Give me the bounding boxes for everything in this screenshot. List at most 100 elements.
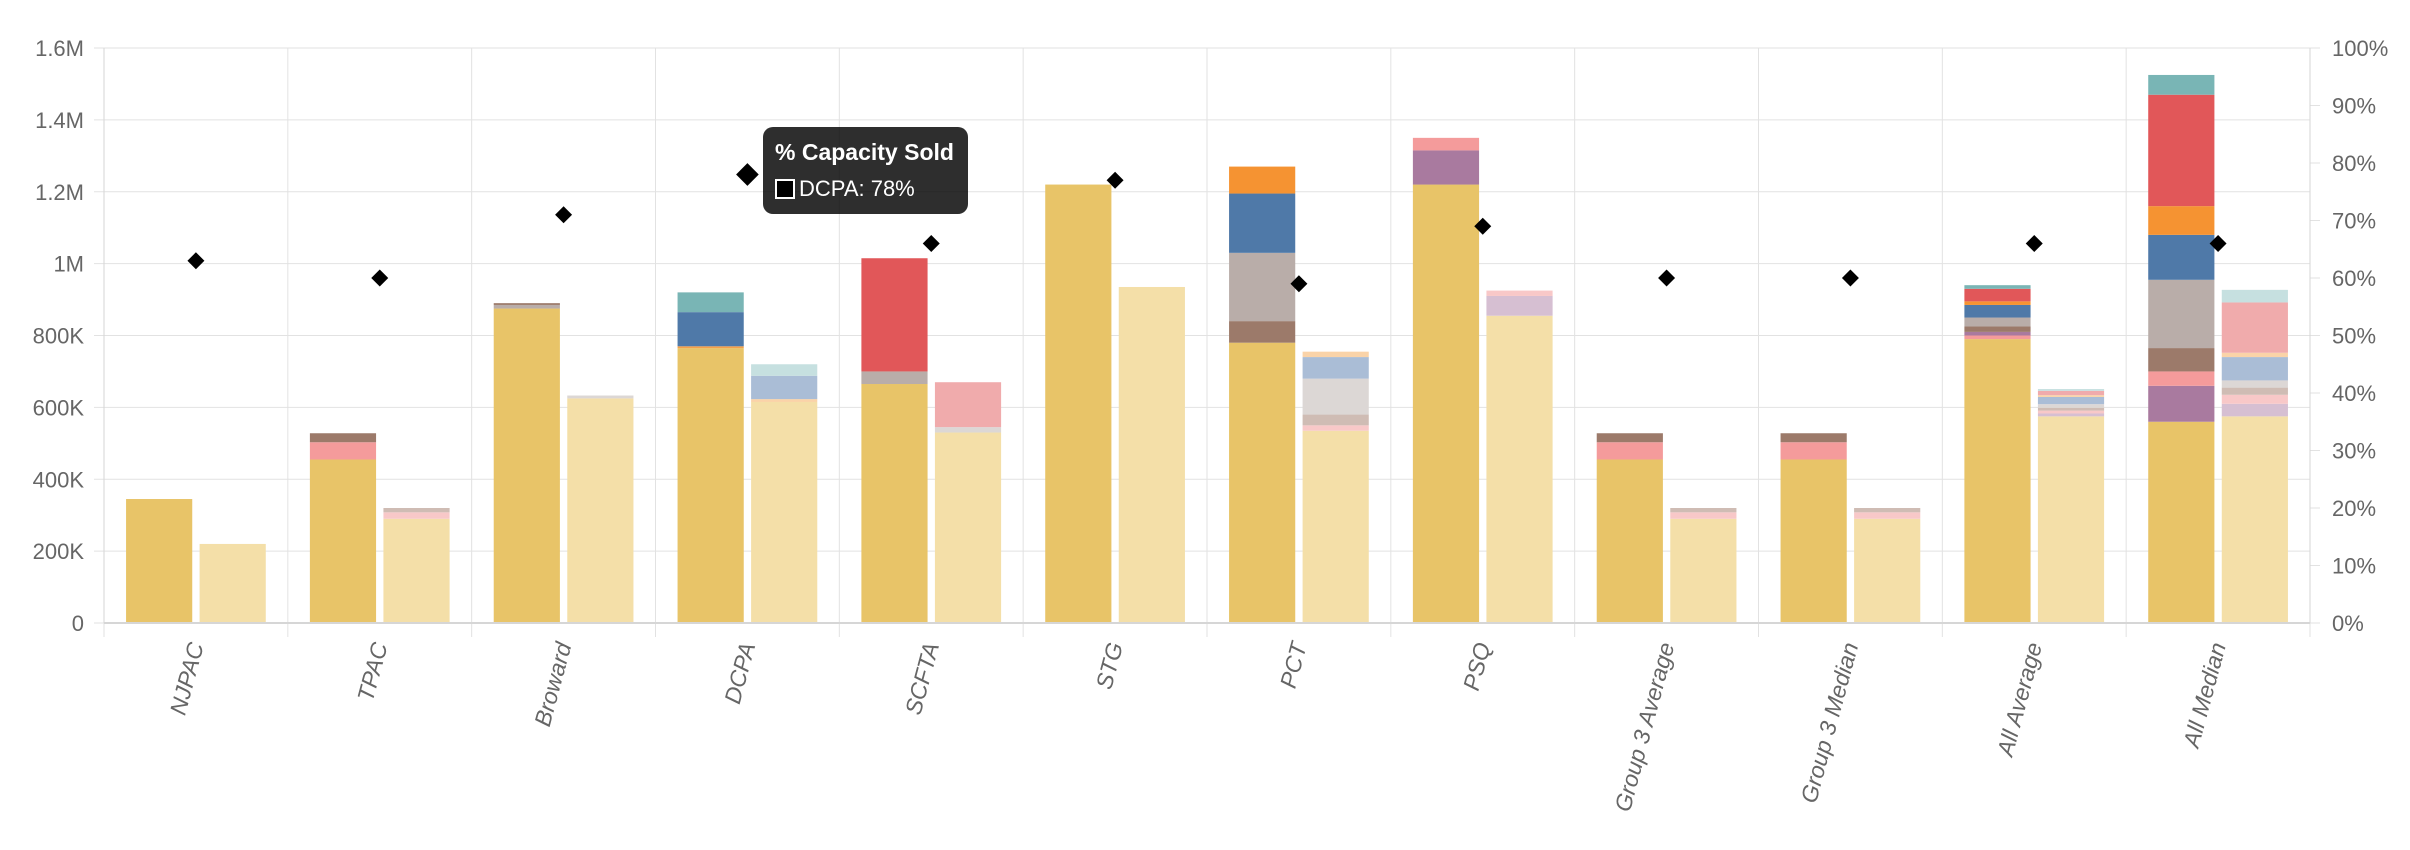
bar-segment-stack-a-11-0: [2148, 421, 2215, 623]
bar-segment-stack-a-10-8: [1964, 285, 2031, 289]
category-label: Broward: [529, 638, 577, 729]
bar-segment-stack-b-6-2: [1302, 414, 1369, 426]
bar-segment-stack-a-11-3: [2148, 348, 2215, 372]
bar-segment-stack-a-9-1: [1780, 442, 1847, 460]
category-label: SCFTA: [900, 640, 944, 718]
bar-segment-stack-b-4-0: [934, 432, 1002, 623]
right-axis-tick-label: 60%: [2332, 266, 2376, 291]
chart-tooltip: % Capacity Sold DCPA: 78%: [763, 127, 968, 214]
bar-segment-stack-b-8-1: [1670, 512, 1737, 519]
bar-segment-stack-b-3-2: [751, 375, 818, 400]
category-label: All Median: [2177, 640, 2230, 752]
bar-segment-stack-b-4-1: [934, 427, 1002, 433]
capacity-sold-point: [2025, 235, 2043, 252]
bar-segment-stack-b-11-3: [2221, 387, 2288, 395]
bar-segment-stack-a-6-2: [1229, 252, 1296, 322]
bar-segment-stack-b-10-1: [2037, 413, 2105, 417]
bar-segment-stack-b-10-6: [2037, 395, 2105, 397]
capacity-sold-point: [187, 252, 205, 270]
bar-segment-stack-a-6-4: [1229, 166, 1296, 194]
bar-segment-stack-a-11-7: [2148, 94, 2215, 207]
right-axis-tick-label: 40%: [2332, 381, 2376, 406]
bar-segment-stack-b-11-2: [2221, 394, 2288, 404]
right-axis-tick-label: 90%: [2332, 94, 2376, 119]
axes: [103, 48, 2311, 624]
tooltip-label: DCPA: 78%: [799, 176, 915, 201]
bar-segment-stack-b-2-1: [567, 395, 634, 399]
bar-segment-stack-b-0-0: [199, 543, 266, 623]
bar-segment-stack-b-3-1: [751, 399, 818, 402]
bar-segment-stack-b-10-0: [2037, 416, 2105, 623]
left-axis-tick-label: 400K: [33, 467, 85, 492]
bar-segment-stack-a-4-2: [861, 258, 928, 372]
bar-segment-stack-b-1-1: [383, 512, 450, 519]
bar-segment-stack-b-4-2: [934, 382, 1002, 428]
left-axis-tick-label: 1M: [53, 252, 84, 277]
bar-segment-stack-a-2-2: [493, 303, 560, 305]
bar-segment-stack-a-1-0: [309, 459, 377, 623]
right-axis-tick-label: 10%: [2332, 554, 2376, 579]
bar-segment-stack-a-11-8: [2148, 74, 2215, 95]
bar-segment-stack-a-11-5: [2148, 234, 2215, 280]
capacity-sold-dots: [187, 163, 2227, 293]
bar-segment-stack-a-10-3: [1964, 326, 2031, 332]
bar-segment-stack-b-5-0: [1118, 286, 1185, 623]
bar-segment-stack-b-11-8: [2221, 289, 2288, 303]
bar-segment-stack-b-3-0: [751, 401, 818, 623]
bar-segment-stack-a-11-2: [2148, 371, 2215, 386]
bar-segment-stack-b-9-2: [1854, 508, 1921, 513]
category-label: PSQ: [1458, 639, 1496, 693]
bar-segment-stack-a-8-0: [1596, 459, 1663, 623]
bar-segment-stack-a-8-1: [1596, 442, 1663, 460]
bar-segment-stack-b-1-2: [383, 508, 450, 513]
bar-segment-stack-a-7-0: [1412, 184, 1480, 623]
right-axis-tick-label: 0%: [2332, 611, 2364, 636]
bar-segment-stack-a-1-2: [309, 433, 377, 443]
left-axis-tick-label: 800K: [33, 324, 85, 349]
bar-segment-stack-a-10-6: [1964, 301, 2031, 305]
bar-segment-stack-a-7-1: [1412, 150, 1480, 185]
bar-segment-stack-b-3-3: [751, 364, 818, 376]
bar-segment-stack-a-6-0: [1229, 342, 1296, 623]
bar-segment-stack-a-10-2: [1964, 331, 2031, 336]
bar-segment-stack-a-3-2: [677, 312, 744, 347]
bar-segment-stack-a-4-0: [861, 384, 928, 623]
bar-segment-stack-a-10-1: [1964, 335, 2031, 340]
capacity-sold-point: [555, 206, 573, 224]
bar-segment-stack-b-6-5: [1302, 351, 1369, 358]
capacity-sold-point: [922, 235, 940, 252]
category-label: All Average: [1991, 640, 2047, 761]
bar-segment-stack-b-10-3: [2037, 407, 2105, 411]
bar-segment-stack-a-10-5: [1964, 304, 2031, 318]
bar-segment-stack-b-2-0: [567, 398, 634, 623]
tooltip-row: DCPA: 78%: [775, 176, 954, 202]
bar-segment-stack-a-10-0: [1964, 339, 2031, 623]
bar-segment-stack-b-7-0: [1486, 315, 1553, 623]
category-label: TPAC: [352, 639, 393, 704]
bar-segment-stack-a-2-0: [493, 308, 560, 623]
right-axis-tick-label: 20%: [2332, 496, 2376, 521]
tooltip-swatch: [775, 179, 795, 199]
bar-segment-stack-a-1-1: [309, 442, 377, 460]
bar-segment-stack-b-6-1: [1302, 425, 1369, 431]
tooltip-title: % Capacity Sold: [775, 139, 954, 165]
bar-segment-stack-b-8-0: [1670, 518, 1737, 623]
bar-segment-stack-b-1-0: [383, 518, 450, 623]
left-axis-tick-label: 1.4M: [35, 108, 84, 133]
category-label: Group 3 Average: [1609, 640, 1679, 815]
right-axis-tick-label: 30%: [2332, 439, 2376, 464]
bars: [126, 74, 2288, 623]
bar-segment-stack-b-11-4: [2221, 380, 2288, 388]
bar-segment-stack-a-11-1: [2148, 385, 2215, 422]
left-axis-tick-label: 1.2M: [35, 180, 84, 205]
axis-labels: 0 200K 400K 600K 800K 1M 1.2M 1.4M 1.6M 0% 10% 20% 3…: [33, 36, 2389, 814]
bar-segment-stack-a-8-2: [1596, 433, 1663, 443]
bar-segment-stack-b-6-4: [1302, 357, 1369, 379]
bar-segment-stack-a-4-1: [861, 371, 928, 385]
left-axis-tick-label: 200K: [33, 539, 85, 564]
bar-segment-stack-a-3-1: [677, 346, 744, 349]
bar-segment-stack-a-10-4: [1964, 317, 2031, 327]
bar-segment-stack-b-6-0: [1302, 430, 1369, 623]
bar-segment-stack-b-7-2: [1486, 290, 1553, 296]
